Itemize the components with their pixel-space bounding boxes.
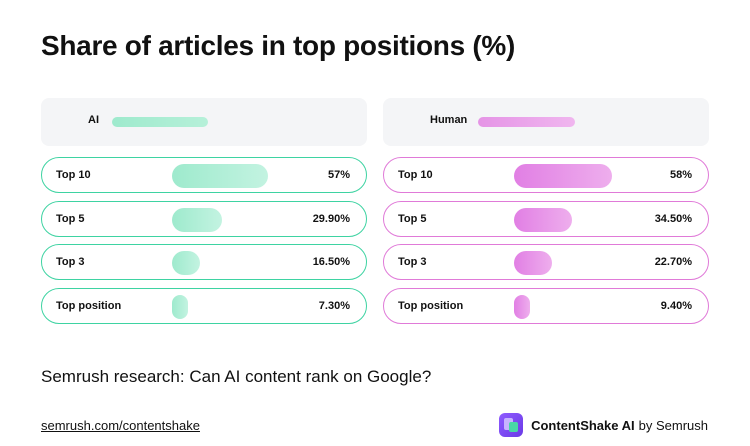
human-value-label: 22.70% <box>654 256 692 268</box>
human-value-label: 9.40% <box>660 299 692 312</box>
legend-ai: AI <box>41 98 367 146</box>
ai-category-label: Top position <box>56 299 122 312</box>
ai-bar <box>172 294 188 319</box>
human-category-label: Top position <box>398 299 464 312</box>
legend-ai-label: AI <box>88 114 99 126</box>
human-category-label: Top 5 <box>398 212 427 225</box>
ai-bar <box>172 164 269 188</box>
ai-value-label: 57% <box>327 169 350 181</box>
ai-row: Top 10 57% <box>41 157 367 193</box>
human-rows: Top 10 58% Top 5 34.50% Top 3 22.70% Top posit… <box>383 157 709 324</box>
human-row: Top 3 22.70% <box>383 244 709 280</box>
legend-human-label: Human <box>430 114 468 126</box>
ai-panel: AI Top 10 57% Top 5 29.90% Top 3 16.50% Top po… <box>41 98 367 331</box>
footer-link[interactable]: semrush.com/contentshake <box>41 418 200 433</box>
human-bar <box>514 294 530 319</box>
ai-row: Top 5 29.90% <box>41 200 367 237</box>
legend-ai-swatch <box>112 117 208 127</box>
contentshake-logo-icon <box>499 413 524 437</box>
ai-row: Top 3 16.50% <box>41 244 367 280</box>
chart-title: Share of articles in top positions (%) <box>41 30 515 61</box>
subtitle: Semrush research: Can AI content rank on… <box>41 367 432 386</box>
human-bar <box>514 207 573 232</box>
ai-category-label: Top 10 <box>56 169 91 181</box>
ai-rows: Top 10 57% Top 5 29.90% Top 3 16.50% Top posit… <box>41 157 367 324</box>
human-category-label: Top 10 <box>398 169 433 181</box>
ai-value-label: 29.90% <box>312 212 350 225</box>
ai-row: Top position 7.30% <box>41 287 367 324</box>
brand-suffix: by Semrush <box>638 417 708 433</box>
ai-value-label: 7.30% <box>318 299 350 312</box>
ai-value-label: 16.50% <box>312 256 350 268</box>
human-row: Top 10 58% <box>383 157 709 193</box>
ai-category-label: Top 3 <box>56 256 85 268</box>
ai-category-label: Top 5 <box>56 212 85 225</box>
brand: ContentShake AI by Semrush <box>499 413 708 437</box>
ai-bar <box>172 251 200 275</box>
human-value-label: 34.50% <box>654 212 692 225</box>
human-row: Top 5 34.50% <box>383 200 709 237</box>
human-bar <box>514 251 553 275</box>
human-category-label: Top 3 <box>398 256 427 268</box>
legend-human-swatch <box>478 117 575 127</box>
human-row: Top position 9.40% <box>383 287 709 324</box>
ai-bar <box>172 207 223 232</box>
human-panel: Human Top 10 58% Top 5 34.50% Top 3 22.70% Top… <box>383 98 709 331</box>
human-value-label: 58% <box>669 169 692 181</box>
human-bar <box>514 164 612 188</box>
legend-human: Human <box>383 98 709 146</box>
brand-name: ContentShake AI <box>531 417 635 433</box>
